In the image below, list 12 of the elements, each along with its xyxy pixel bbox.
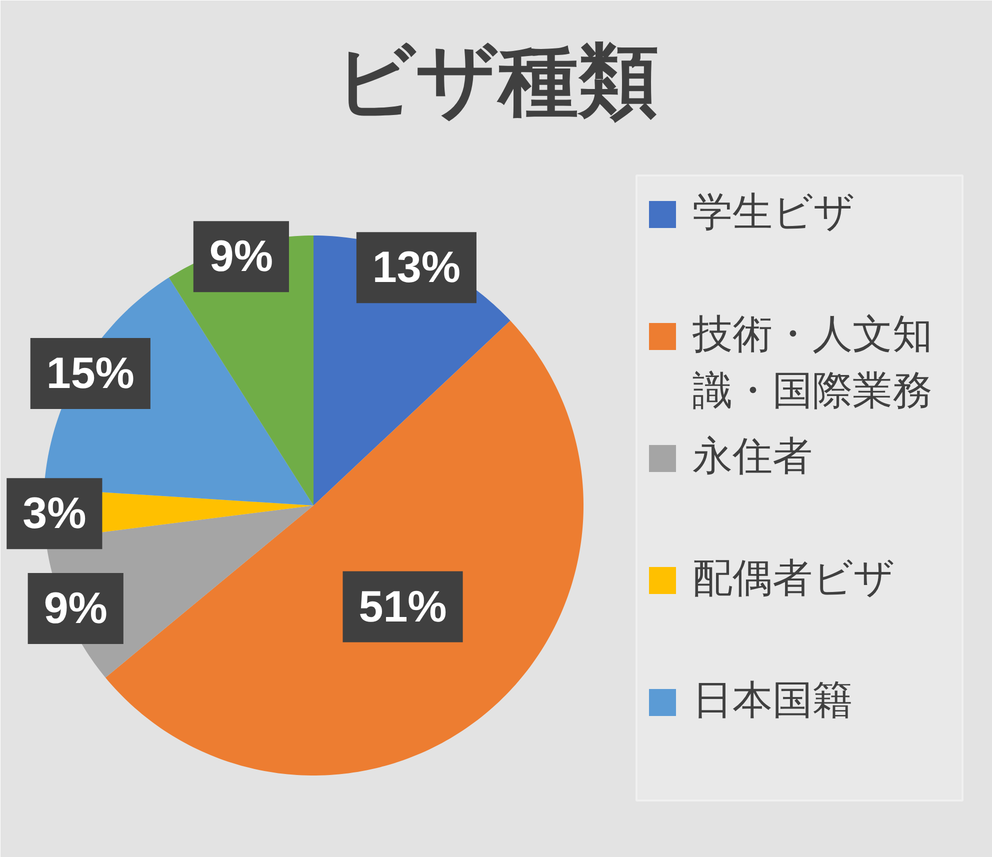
data-label: 15% bbox=[46, 349, 134, 398]
legend-label: 学生ビザ bbox=[692, 190, 854, 236]
legend-label: 技術・人文知識・国際業務 bbox=[692, 312, 932, 414]
legend-label: 配偶者ビザ bbox=[692, 556, 894, 602]
data-label: 9% bbox=[209, 232, 273, 282]
data-label: 51% bbox=[358, 582, 447, 632]
data-label: 13% bbox=[372, 243, 460, 292]
data-label: 9% bbox=[44, 584, 108, 633]
legend-label: 永住者 bbox=[692, 434, 812, 480]
chart-title: ビザ種類 bbox=[334, 34, 658, 127]
legend-label: 日本国籍 bbox=[692, 678, 852, 724]
data-label: 3% bbox=[22, 489, 86, 538]
